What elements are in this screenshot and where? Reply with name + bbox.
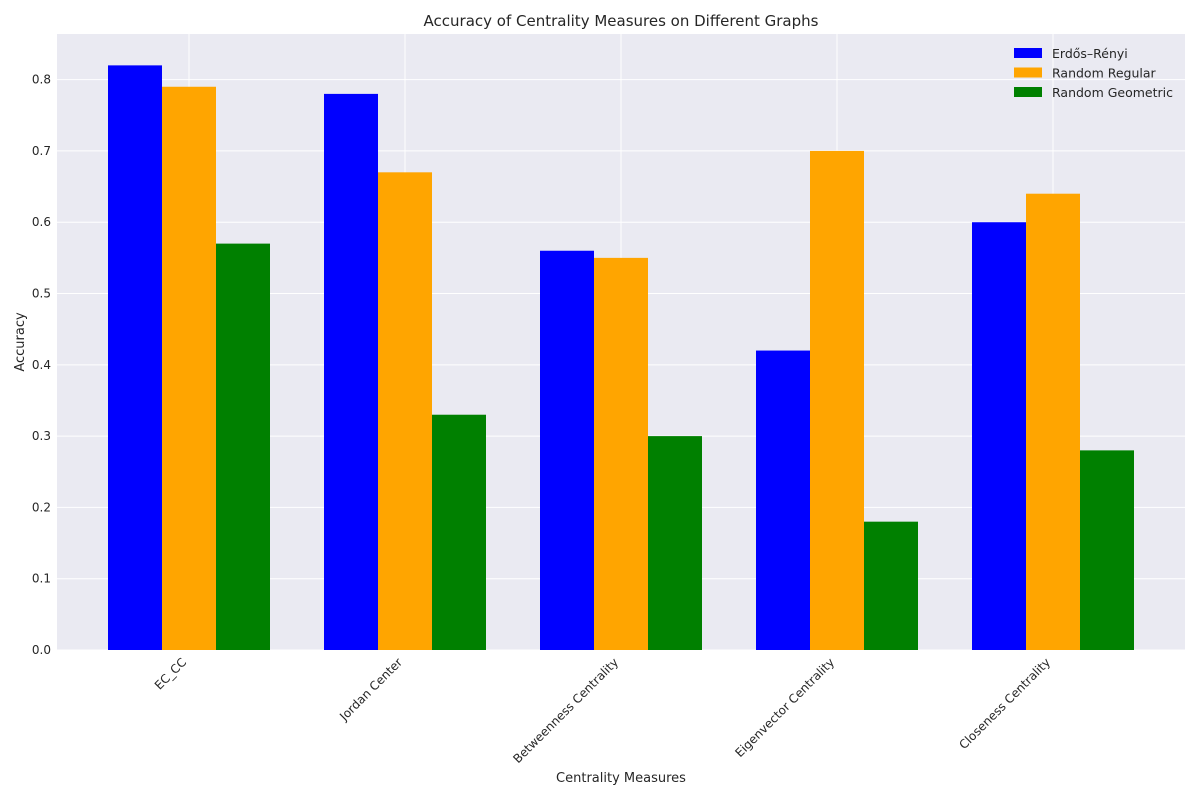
x-tick-labels: EC_CC Jordan Center Betweenness Centrality… [152,655,1053,766]
y-tick-label: 0.4 [32,358,51,372]
y-tick-label: 0.7 [32,144,51,158]
chart-title: Accuracy of Centrality Measures on Diffe… [424,12,819,30]
bar-random-geometric-1 [432,414,486,650]
legend-label: Erdős–Rényi [1052,46,1128,61]
y-tick-labels: 0.0 0.1 0.2 0.3 0.4 0.5 0.6 0.7 0.8 [32,73,51,657]
bar-erd-s-r-nyi-0 [108,65,162,651]
legend-label: Random Geometric [1052,85,1173,100]
bar-random-regular-1 [378,172,432,650]
x-tick-label: Betweenness Centrality [510,655,621,766]
x-tick-label: Closeness Centrality [956,655,1053,752]
y-tick-label: 0.6 [32,215,51,229]
bar-erd-s-r-nyi-4 [972,222,1026,650]
x-tick-label: Jordan Center [336,655,405,724]
y-tick-label: 0.0 [32,643,51,657]
bar-erd-s-r-nyi-1 [324,93,378,650]
y-tick-label: 0.1 [32,572,51,586]
bar-random-regular-3 [810,150,864,651]
bar-erd-s-r-nyi-3 [756,350,810,650]
bar-random-geometric-2 [648,436,702,650]
y-tick-label: 0.8 [32,73,51,87]
x-axis-label: Centrality Measures [556,771,686,786]
y-tick-label: 0.3 [32,429,51,443]
bar-random-regular-2 [594,257,648,650]
legend: Erdős–Rényi Random Regular Random Geometri… [1014,46,1173,100]
bar-erd-s-r-nyi-2 [540,250,594,651]
bars [108,65,1134,651]
bar-random-regular-4 [1026,193,1080,650]
x-tick-label: Eigenvector Centrality [732,655,837,760]
bar-random-geometric-0 [216,243,270,650]
y-tick-label: 0.5 [32,287,51,301]
x-tick-label: EC_CC [152,655,189,692]
bar-random-geometric-3 [864,521,918,650]
legend-swatch [1014,87,1042,97]
y-tick-label: 0.2 [32,500,51,514]
bar-random-geometric-4 [1080,450,1134,650]
y-axis-label: Accuracy [13,312,28,372]
legend-swatch [1014,48,1042,58]
legend-label: Random Regular [1052,66,1157,81]
bar-random-regular-0 [162,86,216,650]
legend-swatch [1014,67,1042,78]
